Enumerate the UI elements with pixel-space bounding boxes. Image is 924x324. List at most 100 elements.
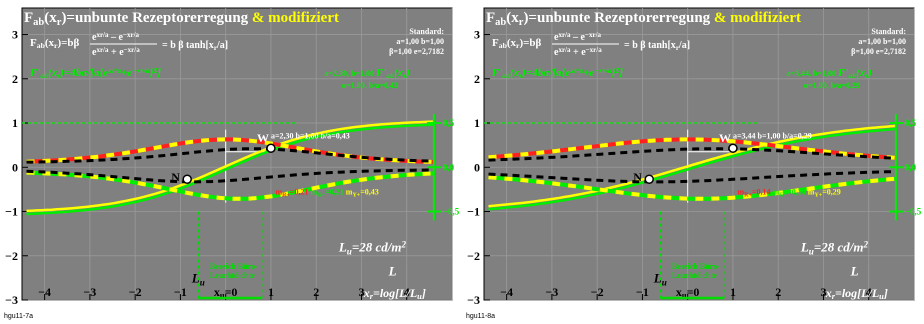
standard-line-2: β=1,00 e=2,7182 (389, 47, 444, 56)
formula-f-tanh: = b β tanh[xr/a] (162, 40, 228, 52)
standard-label: Standard: (871, 27, 906, 36)
y-tick-label: 2 (12, 72, 18, 86)
point-n-marker (182, 174, 192, 184)
chart-panel-right: −3 −2 −1 0 1 2 3 −4 −3 −2 −1 xu=0 1 2 3 4 Bereich Büro- L… (462, 0, 924, 324)
right-axis-tick-label: 0,0 (905, 162, 917, 172)
params-fprime-label: F'ab(xr) (375, 67, 410, 80)
chart-title: Fab(xr)=unbunte Rezeptorerregung & modif… (24, 10, 339, 28)
curve-tanh-green (26, 123, 434, 216)
right-axis-tick-label: 0,5 (443, 118, 455, 128)
point-w-label: W (719, 131, 731, 145)
formula-f-prime: F'ab(xr)=4bα/[a{exr/a+e−xr/a}2] (491, 66, 623, 81)
x-tick-label: 4 (404, 285, 410, 299)
formula-f-numerator: exr/a – e−xr/a (92, 31, 140, 43)
formula-f-denominator: exr/a + e−xr/a (92, 46, 140, 58)
curve-tanh-yellow (26, 120, 434, 213)
office-range-label-2: Leuchtdichte (672, 271, 717, 280)
x-tick-label: 4 (866, 285, 872, 299)
point-w-marker (266, 143, 276, 153)
office-range-label-1: Bereich Büro- (672, 262, 720, 271)
standard-line-1: a=1,00 b=1,00 (396, 37, 444, 46)
curve-tanh-yellow (488, 124, 896, 208)
params-line-1: a=3,44, b=1,00 (786, 69, 836, 78)
standard-label: Standard: (409, 27, 444, 36)
y-tick-label: 2 (474, 72, 480, 86)
formula-f-prime: F'ab(xr)=4bα/[a{exr/a+e−xr/a}2] (29, 66, 161, 81)
luminance-label: Lu=28 cd/m2 (800, 239, 869, 256)
luminance-l-label: L (850, 264, 859, 279)
x-tick-label: −3 (83, 285, 96, 299)
curve-bell-lower-yellow (26, 170, 434, 201)
point-n-marker (644, 174, 654, 184)
right-axis-tick-label: −0,5 (905, 207, 922, 217)
formula-f-denominator: exr/a + e−xr/a (554, 46, 602, 58)
curve-bell-lower-yellow (488, 175, 897, 201)
x-tick-label: −2 (591, 285, 604, 299)
formula-f-lhs: Fab(xr)=bβ (30, 37, 80, 50)
x-tick-label: −4 (500, 285, 513, 299)
y-tick-label: −1 (5, 205, 18, 219)
curve-parameter-label: a=3,44 b=1,00 b/a=0,29 (733, 132, 812, 141)
y-tick-label: 0 (12, 160, 18, 174)
y-tick-label: 1 (474, 116, 480, 130)
y-tick-label: 3 (474, 28, 480, 42)
x-tick-label: −3 (545, 285, 558, 299)
right-axis-tick-label: 0,5 (905, 118, 917, 128)
x-tick-label: −4 (38, 285, 51, 299)
y-tick-label: 0 (474, 160, 480, 174)
point-w-label: W (257, 131, 269, 145)
chart-title: Fab(xr)=unbunte Rezeptorerregung & modif… (486, 10, 801, 28)
x-tick-label: xu=0 (676, 285, 700, 300)
curve-mid-upper-black (26, 147, 434, 164)
slope-labels: mR+=0,14 mG−=0,14 mY+=0,29 (737, 188, 840, 199)
x-tick-label: 1 (730, 285, 736, 299)
standard-line-2: β=1,00 e=2,7182 (851, 47, 906, 56)
y-tick-label: −1 (467, 205, 480, 219)
figure-caption: hgu11-7a (4, 313, 33, 320)
x-tick-label: 2 (313, 285, 319, 299)
point-w-marker (728, 143, 738, 153)
x-tick-label: −1 (636, 285, 649, 299)
x-tick-label: −2 (129, 285, 142, 299)
y-tick-label: −3 (467, 293, 480, 307)
luminance-l-label: L (388, 264, 397, 279)
formula-f-tanh: = b β tanh[xr/a] (624, 40, 690, 52)
x-tick-label: 2 (775, 285, 781, 299)
right-axis-tick-label: 0,0 (443, 162, 455, 172)
standard-line-1: a=1,00 b=1,00 (858, 37, 906, 46)
point-n-label: N (171, 170, 180, 184)
curve-parameter-label: a=2,30 b=1,00 b/a=0,43 (271, 132, 350, 141)
params-line-2: α=1,00, b/a=0,29 (804, 81, 860, 90)
curve-mid-lower-black (26, 168, 434, 184)
x-axis-label: xr=log[L/Lu] (825, 286, 888, 301)
y-tick-label: 1 (12, 116, 18, 130)
x-tick-label: 3 (820, 285, 826, 299)
formula-f-numerator: exr/a – e−xr/a (554, 31, 602, 43)
curve-tanh-green (488, 127, 896, 211)
formula-f-lhs: Fab(xr)=bβ (492, 37, 542, 50)
figure-caption: hgu11-8a (466, 313, 495, 320)
office-range-label-1: Bereich Büro- (210, 262, 258, 271)
lu-marker-label: Lu (653, 270, 667, 287)
luminance-label: Lu=28 cd/m2 (338, 239, 407, 256)
params-line-2: α=1,00, b/a=0,43 (342, 81, 398, 90)
x-axis-label: xr=log[L/Lu] (363, 286, 426, 301)
chart-panel-left: −3 −2 −1 0 1 2 3 −4 −3 −2 −1 xu=0 1 2 3 4 Bereich Büro- L… (4, 7, 460, 320)
y-tick-label: −2 (5, 249, 18, 263)
right-axis-tick-label: −0,5 (443, 207, 460, 217)
x-tick-label: 3 (358, 285, 364, 299)
curve-bell-upper-yellow (488, 137, 897, 160)
y-tick-label: 3 (12, 28, 18, 42)
curve-mid-lower-black (488, 170, 896, 184)
params-line-1: a=2,30, b=1,00 (324, 69, 374, 78)
point-n-label: N (633, 170, 642, 184)
x-tick-label: 1 (268, 285, 274, 299)
y-tick-label: −3 (5, 293, 18, 307)
curve-mid-upper-black (488, 147, 896, 162)
slope-labels: mR+=0,21 mG−=0,21 mY+=0,43 (275, 188, 378, 199)
lu-marker-label: Lu (191, 270, 205, 287)
params-fprime-label: F'ab(xr) (837, 67, 872, 80)
office-range-label-2: Leuchtdichte (210, 271, 255, 280)
